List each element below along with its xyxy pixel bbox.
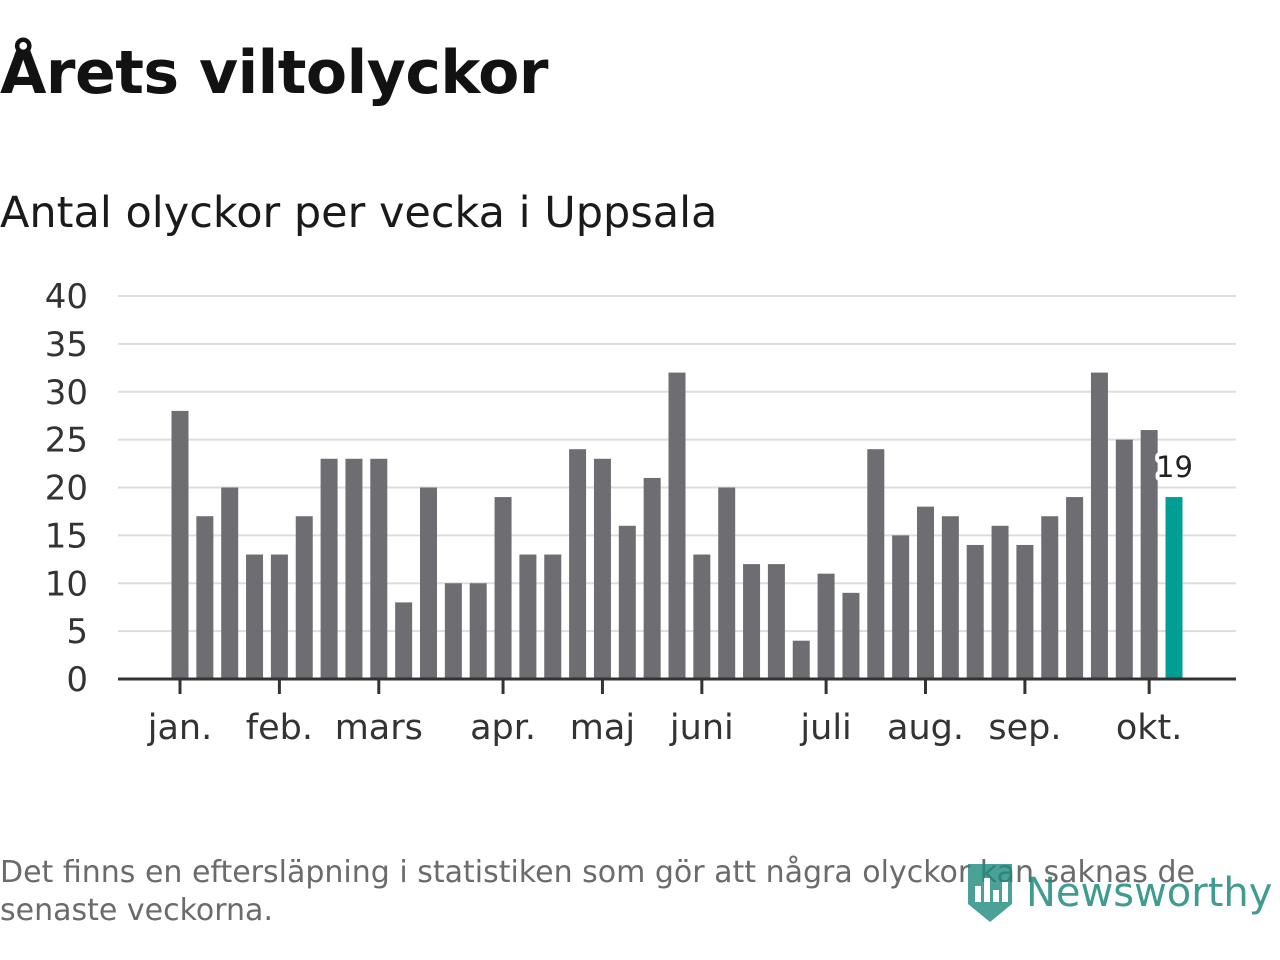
bar — [1041, 516, 1059, 679]
bar — [270, 554, 288, 679]
labels: 0 5 10 15 20 25 30 35 40 jan. feb. mars apr. maj juni j… — [45, 277, 1197, 748]
bar — [991, 525, 1009, 679]
x-tick-label: aug. — [887, 708, 964, 748]
bar — [668, 372, 686, 679]
bar — [743, 564, 761, 679]
bar — [941, 516, 959, 679]
y-tick-label: 30 — [45, 373, 88, 413]
bar — [469, 583, 487, 679]
bar — [1016, 544, 1034, 679]
bar — [494, 497, 512, 679]
bar — [246, 554, 264, 679]
x-tick-label: sep. — [988, 708, 1061, 748]
bar — [1140, 430, 1158, 679]
axes — [118, 677, 1236, 694]
x-tick-label: feb. — [246, 708, 313, 748]
data-label: 19 — [1156, 450, 1193, 484]
newsworthy-logo-text: Newsworthy — [1026, 870, 1273, 916]
bar — [1090, 372, 1108, 679]
bar — [892, 535, 910, 679]
x-tick-label: mars — [335, 708, 423, 748]
bar — [171, 410, 189, 679]
y-tick-label: 10 — [45, 564, 88, 604]
bar — [917, 506, 934, 679]
bar — [618, 525, 636, 679]
x-tick-label: apr. — [470, 708, 536, 748]
bar — [867, 449, 885, 679]
x-tick-label: juni — [669, 708, 734, 748]
bar — [817, 573, 835, 679]
chart-title: Årets viltolyckor — [0, 38, 549, 108]
bar — [1115, 439, 1133, 679]
bar — [1066, 497, 1084, 679]
bar — [320, 458, 338, 679]
y-tick-label: 40 — [45, 277, 88, 317]
newsworthy-logo-icon — [968, 864, 1012, 922]
bar — [718, 487, 736, 679]
bar-chart: 0 5 10 15 20 25 30 35 40 jan. feb. mars apr. maj juni j… — [45, 277, 1236, 748]
bar — [966, 544, 984, 679]
bar — [395, 602, 413, 679]
y-tick-label: 25 — [45, 421, 88, 461]
x-tick-label: jan. — [147, 708, 212, 748]
bar — [196, 516, 214, 679]
bar — [792, 640, 810, 679]
x-tick-label: okt. — [1116, 708, 1183, 748]
chart-subtitle: Antal olyckor per vecka i Uppsala — [0, 188, 718, 238]
bar — [643, 477, 661, 679]
y-tick-label: 0 — [66, 660, 88, 700]
bar — [295, 516, 313, 679]
bar — [569, 449, 587, 679]
bar-highlight — [1165, 497, 1183, 679]
bar — [444, 583, 462, 679]
bar — [544, 554, 562, 679]
x-tick-label: juli — [799, 708, 851, 748]
bar — [519, 554, 537, 679]
bar — [593, 458, 611, 679]
bars — [171, 372, 1183, 679]
y-tick-label: 35 — [45, 325, 88, 365]
bar — [767, 564, 785, 679]
bar — [370, 458, 388, 679]
bar — [842, 592, 860, 679]
x-tick-label: maj — [570, 708, 635, 748]
y-tick-label: 20 — [45, 469, 88, 509]
bar — [693, 554, 711, 679]
y-tick-label: 15 — [45, 516, 88, 556]
newsworthy-logo: Newsworthy — [964, 858, 1272, 928]
bar — [420, 487, 437, 679]
y-tick-label: 5 — [66, 612, 88, 652]
bar — [221, 487, 239, 679]
bar — [345, 458, 363, 679]
